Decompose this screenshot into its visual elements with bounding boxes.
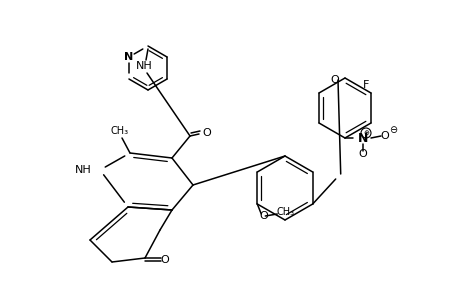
Text: CH₃: CH₃ [275,207,294,217]
Text: NH: NH [135,61,152,71]
Text: O: O [358,149,367,159]
Text: F: F [362,80,369,90]
Text: O: O [380,131,388,141]
Text: CH₃: CH₃ [111,126,129,136]
Text: ⊕: ⊕ [362,130,368,136]
Text: O: O [160,255,169,265]
Text: ⊖: ⊖ [388,125,396,135]
Text: O: O [202,128,211,138]
Text: O: O [330,75,339,85]
Text: N: N [357,131,367,145]
Text: O: O [258,211,267,221]
Text: N: N [124,52,133,62]
Text: NH: NH [75,165,92,175]
